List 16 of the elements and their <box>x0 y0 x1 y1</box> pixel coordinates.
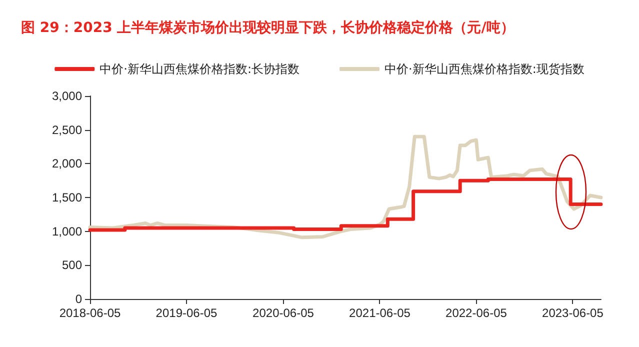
y-tick-label: 2,000 <box>52 156 82 171</box>
chart-title: 图 29：2023 上半年煤炭市场价出现较明显下跌，长协价格稳定价格（元/吨） <box>21 19 514 36</box>
x-tick-label: 2019-06-05 <box>156 306 218 320</box>
y-tick-label: 0 <box>75 292 82 306</box>
y-tick-label: 2,500 <box>52 122 82 137</box>
y-tick-label: 3,000 <box>52 89 82 103</box>
x-tick-label: 2018-06-05 <box>59 306 122 320</box>
y-tick-label: 1,500 <box>52 190 82 204</box>
x-tick-label: 2020-06-05 <box>252 306 314 320</box>
y-tick-label: 500 <box>62 258 82 272</box>
x-tick-label: 2022-06-05 <box>446 306 508 320</box>
y-tick-label: 1,000 <box>52 224 82 238</box>
legend-label: 中价·新华山西焦煤价格指数:现货指数 <box>384 62 584 76</box>
x-tick-label: 2023-06-05 <box>542 306 604 320</box>
legend-label: 中价·新华山西焦煤价格指数:长协指数 <box>100 62 300 76</box>
x-tick-label: 2021-06-05 <box>349 306 411 320</box>
